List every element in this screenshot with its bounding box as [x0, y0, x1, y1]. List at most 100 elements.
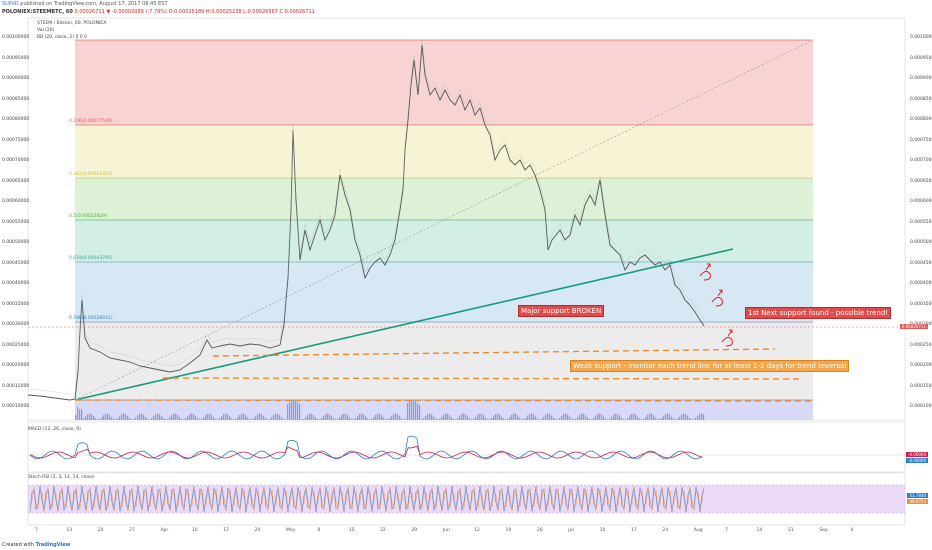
volume-bar [371, 418, 373, 420]
volume-bar [679, 416, 681, 420]
volume-bar [173, 413, 175, 420]
volume-bar [111, 417, 113, 420]
volume-bar [703, 414, 705, 420]
volume-bar [333, 418, 335, 420]
author-link[interactable]: SUPxD [2, 1, 19, 7]
volume-bar [349, 417, 351, 420]
weak-support-line [74, 399, 816, 402]
volume-bar [687, 415, 689, 420]
volume-bar [395, 413, 397, 420]
volume-bar [539, 419, 541, 420]
time-tick: 24 [254, 528, 261, 533]
volume-bar [491, 417, 493, 420]
volume-bar [465, 414, 467, 420]
volume-bar [551, 415, 553, 420]
volume-bar [181, 418, 183, 420]
volume-bar [541, 418, 543, 420]
volume-bar [635, 414, 637, 420]
bb-legend: BB (20, close, 2) 0 0 0 [37, 35, 87, 40]
volume-bar [365, 416, 367, 420]
volume-bar [535, 416, 537, 420]
volume-bar [617, 413, 619, 420]
volume-bar [545, 414, 547, 420]
price-tick: 0.00080000 [2, 117, 30, 122]
volume-bar [185, 418, 187, 420]
volume-bar [627, 417, 629, 420]
volume-bar [305, 417, 307, 420]
volume-bar [669, 414, 671, 420]
volume-bar [651, 413, 653, 420]
volume-bar [381, 415, 383, 420]
volume-bar [157, 413, 159, 420]
volume-bar [467, 416, 469, 420]
time-tick: 24 [662, 528, 669, 533]
volume-bar [569, 416, 571, 420]
volume-bar [461, 414, 463, 420]
volume-bar [103, 415, 105, 420]
volume-bar [471, 419, 473, 420]
volume-bar [213, 417, 215, 420]
volume-bar [699, 413, 701, 420]
annotation-major-support[interactable]: Major support BROKEN [518, 305, 605, 317]
volume-bar [227, 414, 229, 420]
volume-bar [513, 413, 515, 420]
volume-bar [247, 417, 249, 420]
annotation-next-support[interactable]: 1st Next support found - possible trend! [745, 307, 892, 319]
volume-bar [287, 404, 289, 420]
volume-bar [205, 415, 207, 420]
price-tick: 0.00065000 [910, 178, 932, 184]
volume-bar [583, 413, 585, 420]
volume-bar [671, 416, 673, 420]
volume-bar [589, 419, 591, 420]
price-tick: 0.00040000 [910, 281, 932, 286]
volume-bar [199, 419, 201, 420]
red-arrow-icon [721, 336, 733, 347]
volume-bar [659, 419, 661, 420]
volume-bar [361, 413, 363, 420]
volume-bar [607, 419, 609, 420]
time-tick: 7 [35, 528, 38, 533]
price-tick: 0.00060000 [2, 199, 30, 204]
time-tick: 26 [536, 528, 543, 533]
time-tick: 13 [66, 528, 73, 533]
fib-band [75, 178, 813, 220]
price-tick: 0.00035000 [910, 301, 932, 307]
price-tick: 0.00025000 [910, 342, 932, 348]
annotation-weak-support[interactable]: Weak support - monitor each trend line f… [570, 360, 850, 372]
volume-bar [409, 400, 411, 420]
volume-bar [515, 413, 517, 420]
volume-bar [133, 419, 135, 420]
volume-bar [629, 415, 631, 420]
volume-bar [553, 417, 555, 420]
volume-bar [183, 419, 185, 420]
volume-bar [215, 418, 217, 420]
price-tick: 0.00100000 [910, 35, 932, 40]
volume-bar [463, 413, 465, 420]
volume-bar [307, 414, 309, 420]
volume-bar [403, 419, 405, 420]
volume-bar [335, 419, 337, 420]
price-tag: 0.00026711 [899, 324, 928, 329]
fib-label: 0.382(0.00061863) [69, 172, 113, 177]
volume-bar [561, 415, 563, 420]
time-tick: 20 [97, 528, 104, 533]
tradingview-logo[interactable]: TradingView [35, 542, 71, 548]
volume-bar [359, 414, 361, 420]
volume-bar [137, 415, 139, 420]
volume-bar [625, 419, 627, 420]
volume-bar [243, 413, 245, 420]
volume-bar [301, 419, 303, 420]
volume-bar [397, 414, 399, 420]
price-tick: 0.00060000 [910, 199, 932, 204]
macd-legend: MACD (12, 26, close, 9) [28, 427, 81, 432]
volume-bar [389, 418, 391, 420]
price-tick: 0.00045000 [2, 260, 30, 266]
volume-bar [351, 419, 353, 420]
volume-bar [697, 415, 699, 420]
time-tick: Sep [819, 528, 828, 533]
volume-bar [167, 418, 169, 420]
price-tick: 0.00095000 [2, 55, 30, 61]
volume-bar [475, 416, 477, 420]
volume-bar [581, 413, 583, 420]
